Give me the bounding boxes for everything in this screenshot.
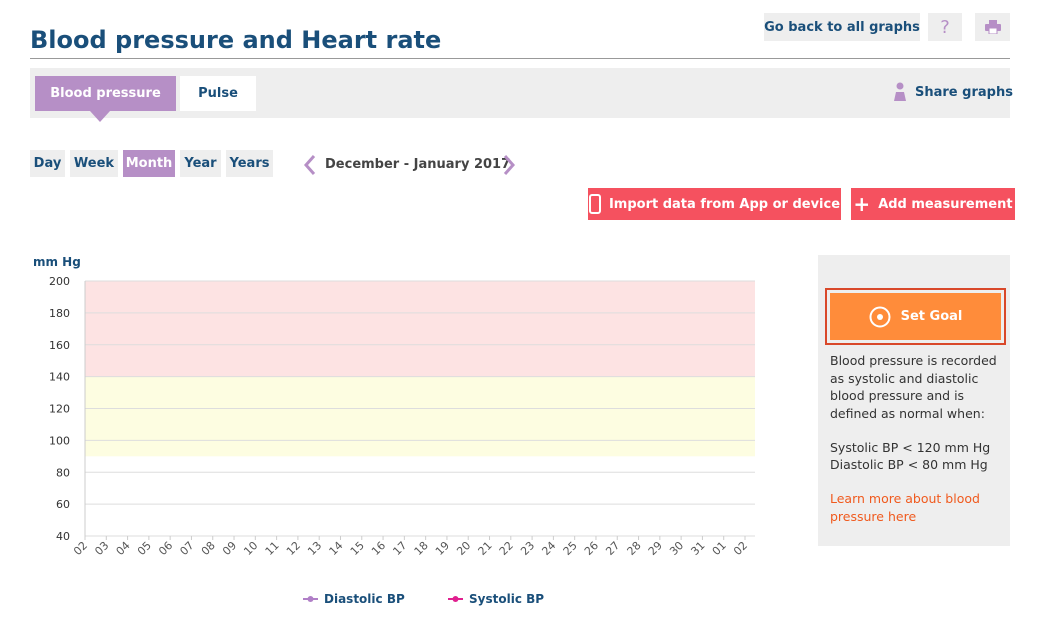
x-tick-label: 02: [71, 539, 90, 558]
period-button[interactable]: Years: [226, 150, 273, 177]
legend-marker: [307, 596, 314, 602]
x-tick-label: 14: [327, 539, 346, 558]
period-button[interactable]: Year: [180, 150, 221, 177]
x-tick-label: 16: [369, 539, 388, 558]
tab[interactable]: Pulse: [180, 76, 256, 111]
rule-text: Diastolic BP < 80 mm Hg: [830, 457, 988, 472]
page-title: Blood pressure and Heart rate: [30, 26, 442, 54]
x-tick-label: 26: [582, 539, 601, 558]
x-tick-label: 27: [603, 539, 622, 558]
x-tick-label: 02: [731, 539, 750, 558]
x-tick-label: 10: [241, 539, 260, 558]
x-tick-label: 17: [390, 539, 409, 558]
x-tick-label: 21: [476, 539, 495, 558]
rule-text: Systolic BP < 120 mm Hg: [830, 440, 991, 455]
y-tick-label: 60: [56, 498, 70, 511]
share-link[interactable]: Share graphs: [915, 85, 1013, 100]
goal-label: Set Goal: [900, 309, 963, 324]
import-label: Import data from App or device: [608, 196, 841, 212]
x-tick-label: 05: [135, 539, 154, 558]
x-tick-label: 13: [305, 539, 324, 558]
prev-arrow[interactable]: [303, 154, 317, 176]
x-tick-label: 20: [454, 539, 473, 558]
goal-icon: [869, 306, 891, 327]
goal-frame: Set Goal: [825, 288, 1006, 345]
info-text: Blood pressure is recorded as systolic a…: [830, 353, 997, 421]
legend-label: Systolic BP: [469, 592, 544, 606]
x-tick-label: 12: [284, 539, 303, 558]
x-tick-label: 31: [688, 539, 707, 558]
range-band: [85, 281, 755, 377]
y-axis-label: mm Hg: [33, 255, 81, 269]
x-tick-label: 04: [114, 539, 133, 558]
y-tick-label: 140: [49, 371, 70, 384]
x-tick-label: 07: [177, 539, 196, 558]
x-tick-label: 08: [199, 539, 218, 558]
period-button-active[interactable]: Month: [123, 150, 175, 177]
y-tick-label: 80: [56, 466, 70, 479]
print-icon: [984, 20, 1001, 34]
next-arrow[interactable]: [502, 154, 516, 176]
add-label: Add measurement: [878, 196, 1013, 212]
share-icon: [894, 82, 906, 101]
date-range: December - January 2017: [325, 157, 511, 172]
y-tick-label: 160: [49, 339, 70, 352]
x-tick-label: 22: [497, 539, 516, 558]
period-button[interactable]: Day: [30, 150, 65, 177]
x-tick-label: 19: [433, 539, 452, 558]
x-tick-label: 24: [539, 539, 558, 558]
x-tick-label: 30: [667, 539, 686, 558]
x-tick-label: 11: [263, 539, 282, 558]
phone-icon: [588, 194, 601, 214]
x-tick-label: 01: [710, 539, 729, 558]
y-tick-label: 100: [49, 434, 70, 447]
x-tick-label: 23: [518, 539, 537, 558]
tab-active[interactable]: Blood pressure: [35, 76, 176, 111]
x-tick-label: 18: [412, 539, 431, 558]
learn-more-link[interactable]: Learn more about blood pressure here: [830, 491, 980, 524]
add-button[interactable]: + Add measurement: [851, 188, 1015, 220]
y-tick-label: 180: [49, 307, 70, 320]
print-button[interactable]: [975, 13, 1010, 41]
y-tick-label: 200: [49, 275, 70, 288]
x-tick-label: 06: [156, 539, 175, 558]
x-tick-label: 03: [92, 539, 111, 558]
legend-label: Diastolic BP: [324, 592, 405, 606]
range-band: [85, 376, 755, 457]
y-tick-label: 40: [56, 530, 70, 543]
import-button[interactable]: Import data from App or device: [588, 188, 841, 220]
back-button[interactable]: Go back to all graphs: [764, 13, 920, 41]
title-rule: [30, 58, 1010, 59]
goal-button[interactable]: Set Goal: [830, 293, 1001, 340]
x-tick-label: 28: [625, 539, 644, 558]
y-tick-label: 120: [49, 403, 70, 416]
help-button[interactable]: ?: [928, 13, 962, 41]
legend-marker: [452, 596, 459, 602]
plus-icon: +: [853, 192, 871, 216]
x-tick-label: 15: [348, 539, 367, 558]
x-tick-label: 25: [561, 539, 580, 558]
period-button[interactable]: Week: [70, 150, 118, 177]
x-tick-label: 09: [220, 539, 239, 558]
tab-pointer: [90, 111, 110, 122]
x-tick-label: 29: [646, 539, 665, 558]
